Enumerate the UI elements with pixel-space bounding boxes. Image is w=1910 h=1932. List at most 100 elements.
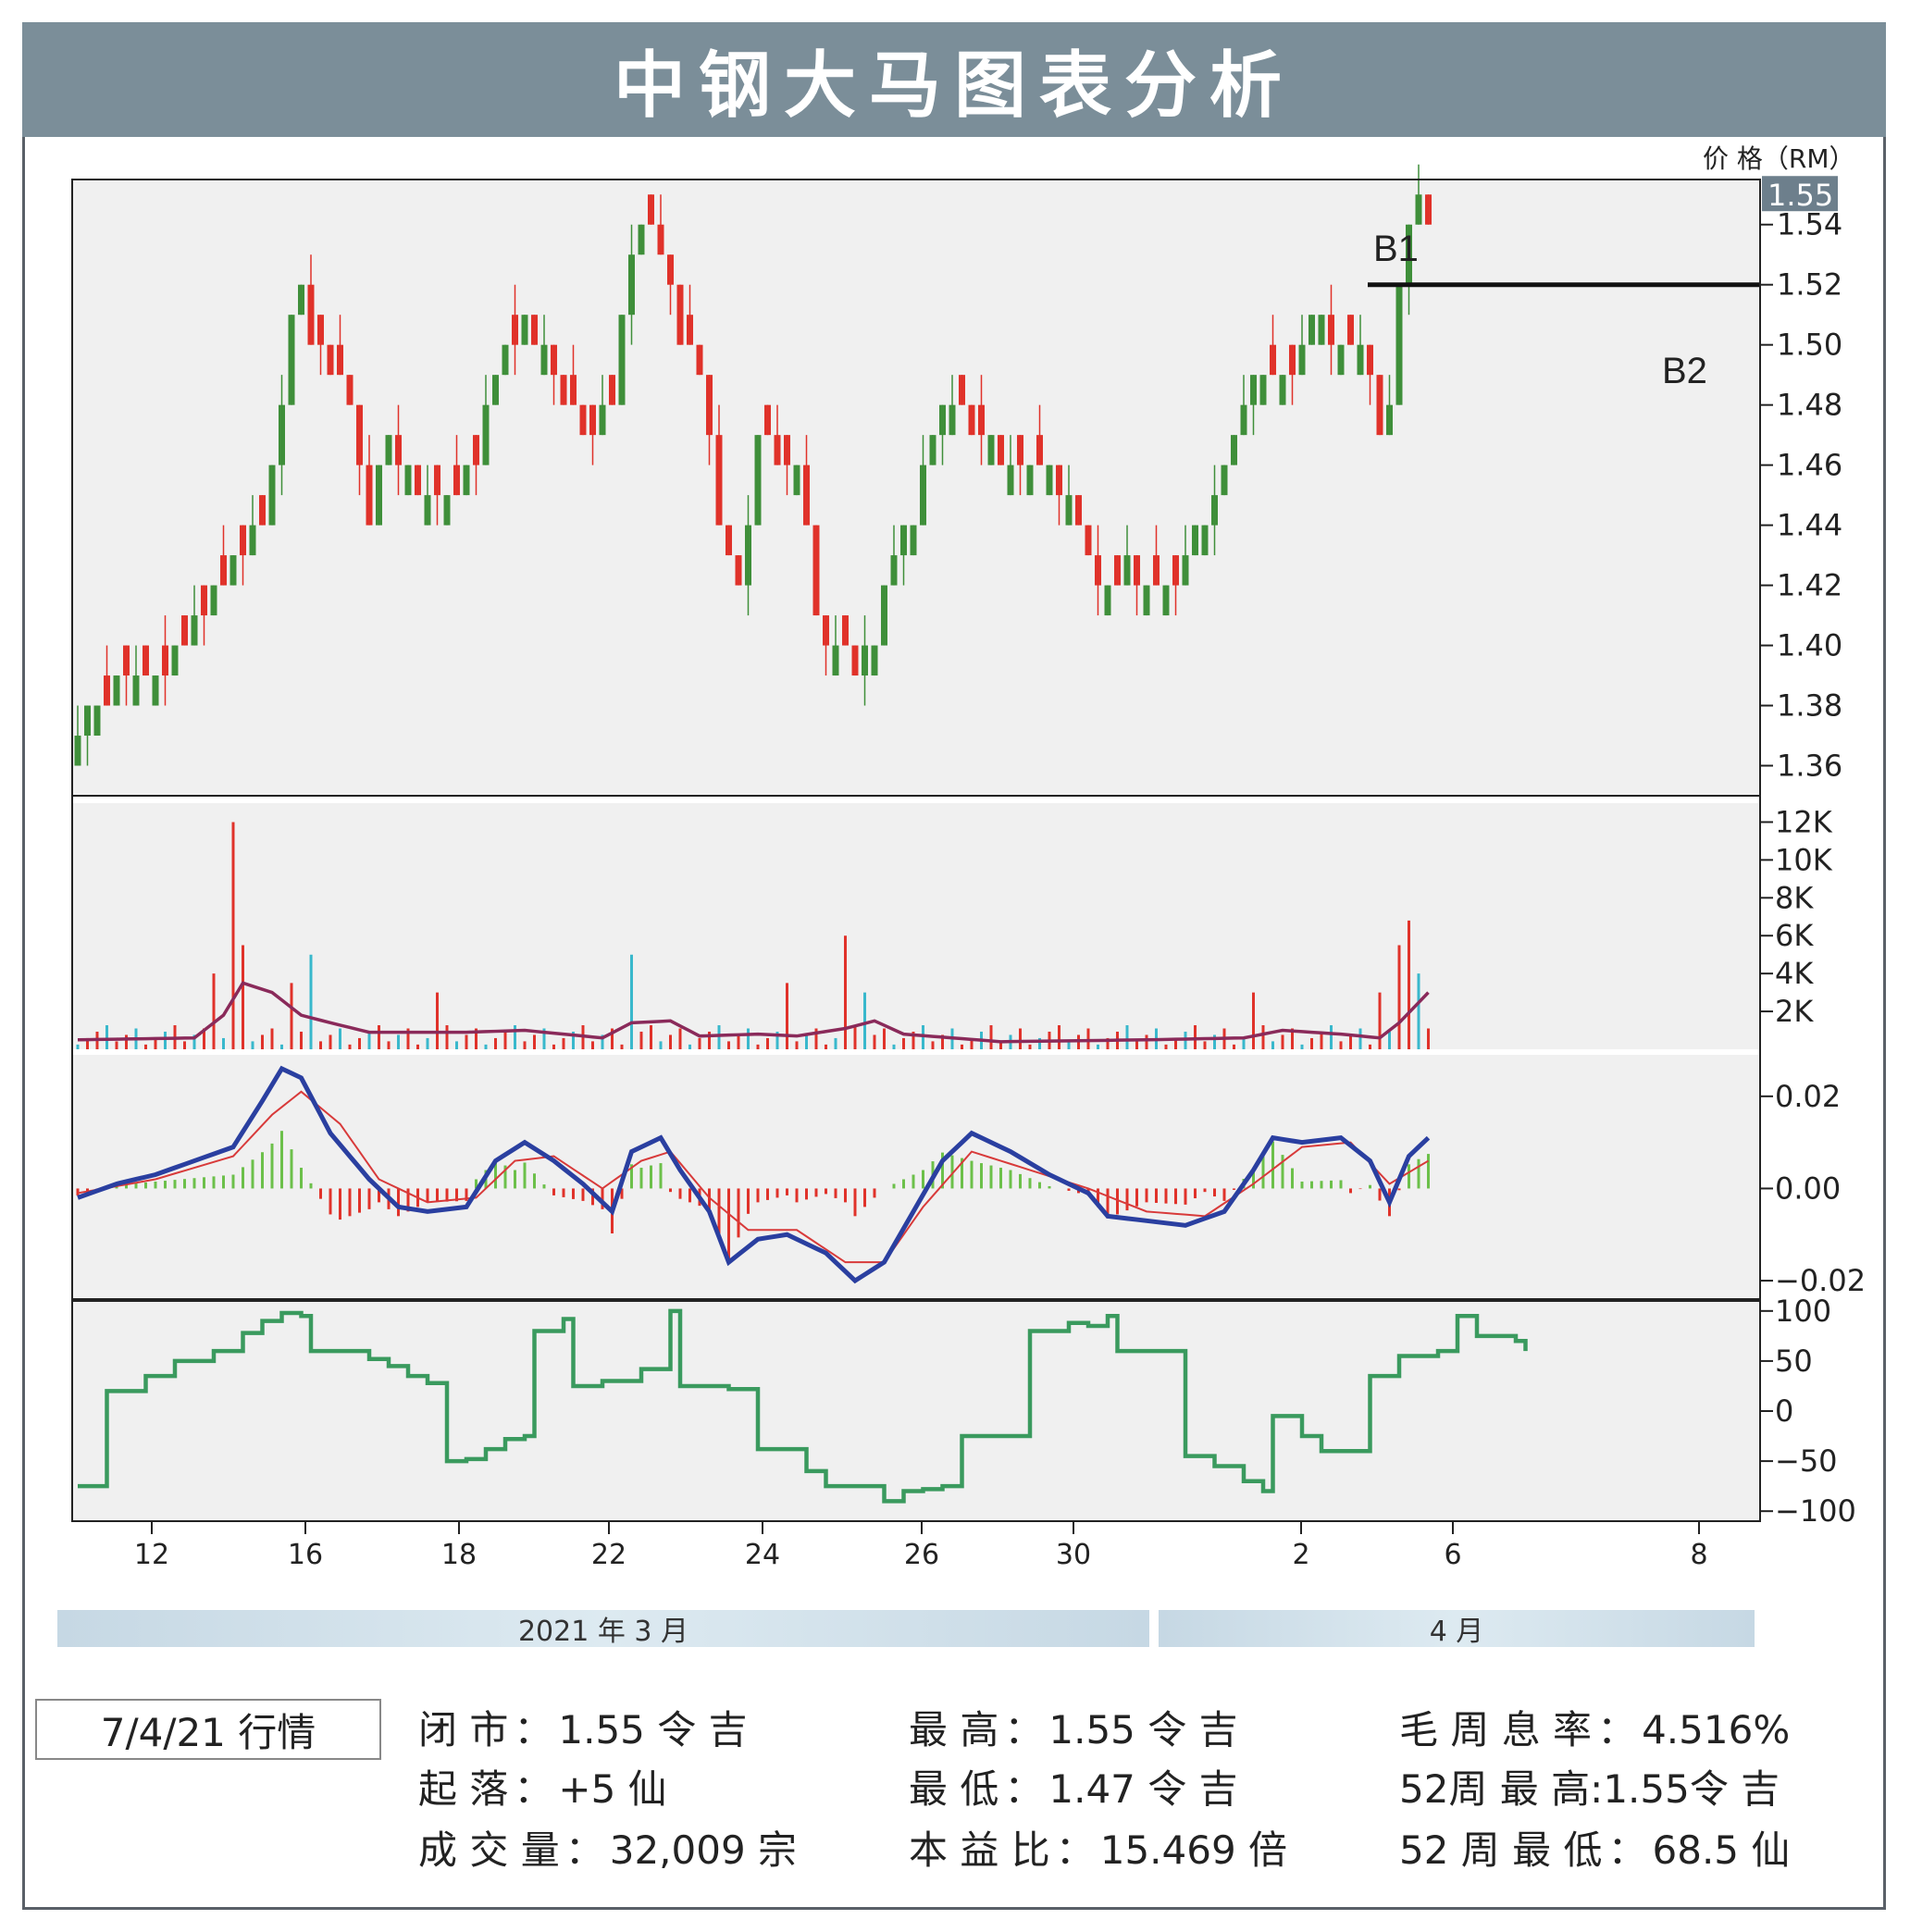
volume-ma-line	[77, 981, 1430, 1044]
title-bar: 中钢大马图表分析	[22, 22, 1886, 137]
candle-body	[764, 404, 771, 436]
candle-body	[939, 404, 946, 436]
candle-body	[443, 495, 451, 526]
candle-body	[356, 404, 363, 465]
volume-tick-label: 6K	[1775, 918, 1814, 953]
osc-tick-label: 50	[1775, 1344, 1813, 1379]
candle-body	[268, 464, 276, 526]
candle-body	[1104, 585, 1111, 616]
candle-body	[1240, 404, 1247, 436]
stat-change: 起 落： +5 仙	[418, 1766, 667, 1812]
candle-body	[871, 645, 878, 676]
volume-tick-label: 12K	[1775, 804, 1833, 839]
candle-body	[1036, 435, 1043, 465]
candle-body	[1357, 344, 1364, 376]
candle-body	[502, 344, 509, 376]
candle-body	[229, 555, 237, 586]
macd-tick-label: −0.02	[1775, 1263, 1866, 1298]
candle-body	[842, 615, 849, 646]
page-title: 中钢大马图表分析	[613, 44, 1295, 128]
stat-close: 闭 市： 1.55 令 吉	[418, 1707, 748, 1752]
candle-body	[531, 315, 538, 345]
candle-body	[521, 315, 528, 345]
candle-body	[1318, 315, 1325, 345]
price-tick-label: 1.54	[1777, 207, 1842, 242]
candle-body	[220, 555, 227, 586]
candle-body	[385, 435, 392, 465]
x-tick-label: 8	[1690, 1539, 1707, 1571]
candle-body	[1367, 344, 1373, 376]
stat-volume: 成 交 量： 32,009 宗	[418, 1827, 798, 1873]
candle-body	[706, 375, 713, 436]
macd-tick-label: 0.02	[1775, 1079, 1841, 1114]
candle-body	[1270, 344, 1276, 376]
candle-body	[482, 404, 490, 465]
candle-body	[143, 645, 149, 676]
candle-body	[1406, 224, 1412, 285]
x-tick-label: 22	[591, 1539, 626, 1571]
candle-body	[812, 525, 820, 616]
stat-pe: 本 益 比： 15.469 倍	[909, 1827, 1288, 1873]
candle-body	[696, 344, 703, 376]
candle-body	[676, 284, 684, 345]
candle-body	[434, 464, 440, 496]
candle-body	[337, 344, 343, 376]
candle-body	[1134, 555, 1140, 586]
candle-body	[657, 224, 664, 255]
price-tick-label: 1.52	[1777, 267, 1842, 303]
candle-body	[1172, 555, 1179, 586]
x-tick-label: 6	[1444, 1539, 1461, 1571]
volume-tick-label: 8K	[1775, 880, 1814, 915]
candle-body	[540, 344, 548, 376]
candle-body	[1328, 315, 1334, 345]
candle-body	[1386, 404, 1393, 436]
candle-body	[1065, 495, 1073, 526]
candle-body	[512, 315, 518, 345]
osc-tick-label: −50	[1775, 1443, 1838, 1479]
candle-body	[249, 525, 256, 556]
candle-body	[1231, 435, 1237, 465]
candle-body	[1289, 344, 1296, 376]
macd-histogram	[76, 1131, 1430, 1261]
volume-panel	[72, 803, 1760, 1049]
candle-body	[726, 525, 732, 556]
price-tick-label: 1.36	[1777, 749, 1842, 784]
candle-body	[648, 194, 654, 225]
candle-body	[240, 525, 246, 556]
month-april: 4 月	[1159, 1610, 1755, 1648]
candle-body	[1298, 344, 1306, 376]
stat-52wk-low: 52 周 最 低： 68.5 仙	[1399, 1827, 1791, 1873]
candle-body	[949, 404, 956, 436]
price-tick-label: 1.48	[1777, 388, 1842, 423]
candle-body	[1221, 464, 1228, 496]
x-tick-label: 24	[745, 1539, 780, 1571]
candle-body	[1026, 464, 1034, 496]
price-tick-label: 1.40	[1777, 628, 1842, 663]
candle-body	[735, 555, 742, 586]
candle-body	[1007, 464, 1014, 496]
stat-low: 最 低： 1.47 令 吉	[909, 1766, 1238, 1812]
candle-body	[84, 705, 91, 737]
price-tick-label: 1.38	[1777, 688, 1842, 724]
candle-body	[745, 525, 751, 586]
osc-tick-label: 0	[1775, 1393, 1793, 1429]
osc-tick-label: −100	[1775, 1493, 1856, 1529]
last-price-label: 1.55	[1767, 178, 1833, 213]
macd-tick-label: 0.00	[1775, 1170, 1841, 1206]
candle-body	[978, 404, 985, 436]
candle-body	[1425, 194, 1432, 225]
oscillator-line	[78, 1308, 1528, 1504]
stat-52wk-high: 52周 最 高:1.55令 吉	[1399, 1766, 1780, 1812]
candle-body	[784, 435, 790, 465]
candle-body	[609, 375, 615, 405]
candle-body	[93, 705, 101, 737]
candle-body	[1192, 525, 1198, 556]
candle-body	[1259, 375, 1267, 405]
candle-body	[560, 375, 567, 405]
candle-body	[424, 495, 431, 526]
candle-body	[104, 675, 110, 706]
candle-body	[570, 375, 577, 405]
candles	[74, 164, 1432, 766]
candle-body	[1201, 525, 1209, 556]
